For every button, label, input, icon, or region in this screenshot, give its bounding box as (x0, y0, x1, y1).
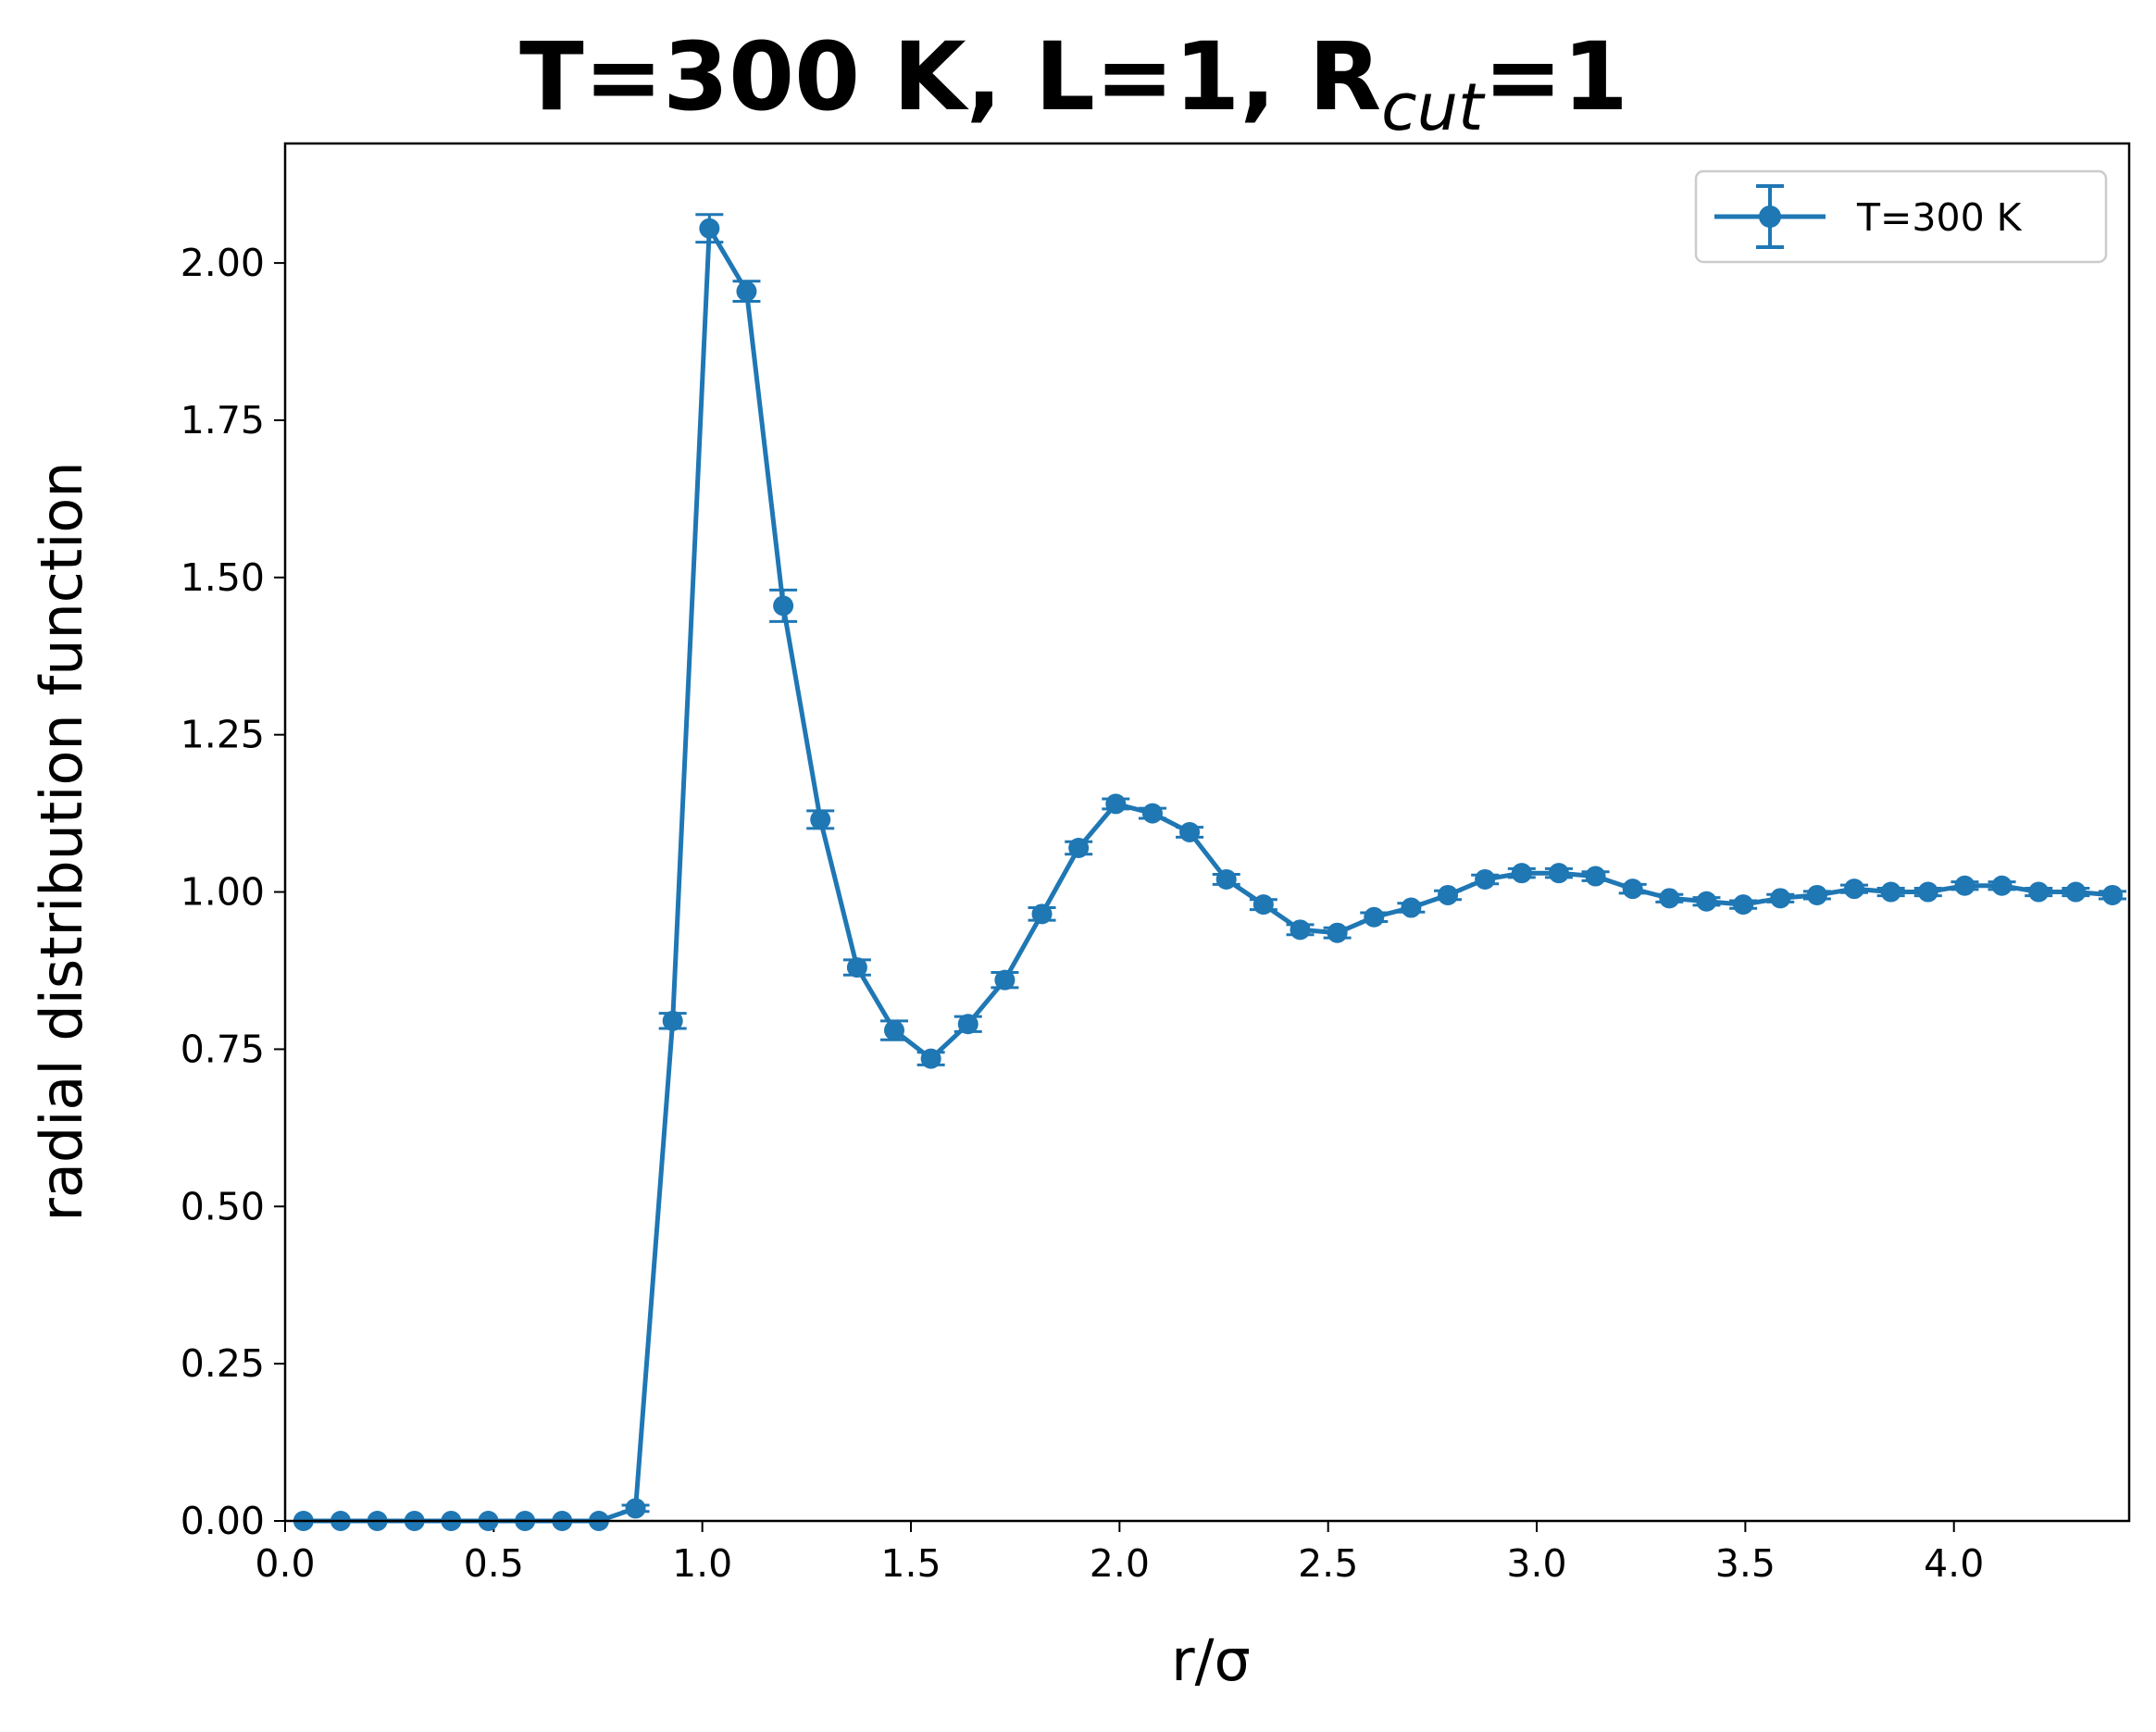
data-point (1252, 894, 1274, 916)
y-tick-label: 0.25 (181, 1341, 265, 1386)
y-tick-label: 0.75 (181, 1027, 265, 1071)
y-tick-label: 1.00 (181, 870, 265, 915)
data-point (1068, 837, 1090, 858)
legend: T=300 K (1694, 169, 2108, 264)
data-point (1031, 903, 1053, 925)
data-point (1401, 897, 1422, 918)
chart-title: T=300 K, L=1, Rcut=1 (519, 22, 1628, 145)
x-tick-label: 4.0 (1924, 1541, 1984, 1586)
chart-title-suffix: =1 (1483, 22, 1627, 132)
data-point (1770, 888, 1791, 909)
x-tick-label: 2.0 (1090, 1541, 1150, 1586)
y-tick-label: 0.50 (181, 1184, 265, 1228)
y-tick-label: 2.00 (181, 241, 265, 285)
series-line (303, 226, 2113, 1524)
data-point (1179, 822, 1201, 842)
data-point (1290, 919, 1311, 941)
x-tick-label: 1.0 (672, 1541, 732, 1586)
x-tick-label: 3.0 (1506, 1541, 1566, 1586)
y-tick-label: 0.00 (181, 1499, 265, 1543)
data-point (883, 1020, 904, 1041)
data-point (920, 1048, 941, 1069)
data-point (1215, 868, 1237, 890)
y-tick-label: 1.25 (181, 713, 265, 757)
data-point (846, 957, 867, 978)
data-point (2028, 881, 2050, 903)
data-point (1141, 803, 1163, 824)
data-point (957, 1014, 978, 1035)
legend-box (1694, 169, 2108, 264)
plot-frame (283, 142, 2131, 1523)
x-tick-label: 0.0 (255, 1541, 315, 1586)
plot-area: 0.0 0.5 1.0 1.5 2.0 2.5 3.0 3.5 4.0 0.00 0.25 0.50 0… (181, 142, 2131, 1586)
data-point (2065, 881, 2087, 903)
data-point (736, 280, 757, 302)
y-tick-label: 1.75 (181, 398, 265, 442)
data-point (810, 809, 831, 830)
data-point (1511, 863, 1532, 884)
chart-title-subscript: cut (1381, 69, 1486, 145)
y-axis-label: radial distribution function (28, 461, 95, 1221)
data-point (1733, 894, 1754, 916)
data-point (1548, 863, 1569, 884)
data-point (1438, 884, 1459, 905)
data-point (1806, 884, 1827, 905)
data-point (773, 595, 794, 617)
data-point (1475, 868, 1496, 890)
data-point (699, 218, 720, 239)
legend-marker (1759, 206, 1781, 228)
data-point (625, 1498, 646, 1519)
data-point (1880, 881, 1901, 903)
x-axis-label: r/σ (1171, 1626, 1251, 1694)
data-point (1364, 906, 1385, 928)
data-point (1105, 793, 1127, 815)
data-point (1327, 922, 1348, 943)
data-point (1659, 888, 1680, 909)
data-point (662, 1010, 683, 1031)
y-tick-label: 1.50 (181, 555, 265, 600)
x-tick-label: 3.5 (1715, 1541, 1776, 1586)
data-point (1622, 878, 1643, 900)
data-point (1696, 891, 1717, 912)
x-tick-label: 1.5 (880, 1541, 941, 1586)
chart-title-main: T=300 K, L=1, R (519, 22, 1381, 132)
x-tick-label: 2.5 (1298, 1541, 1358, 1586)
data-point (1991, 875, 2013, 896)
data-point (994, 969, 1016, 991)
x-tick-label: 0.5 (464, 1541, 524, 1586)
data-point (2101, 884, 2123, 905)
data-point (1585, 866, 1606, 887)
data-point (1917, 881, 1938, 903)
data-point (1954, 875, 1975, 896)
data-point (1844, 878, 1865, 900)
legend-label: T=300 K (1856, 195, 2023, 240)
